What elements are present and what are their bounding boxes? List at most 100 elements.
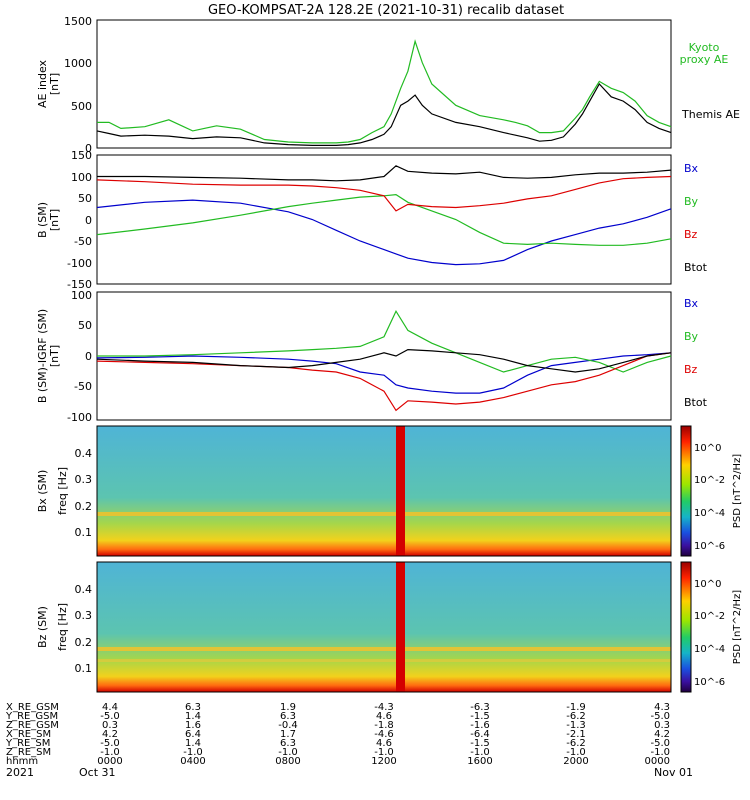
spec-bz-cbar-tick: 10^-2 [694,611,725,622]
spec-bz-tick-label: 0.1 [75,662,93,675]
bdiff-tick-label: 0 [85,350,92,363]
ephem-cell: -1.0 [278,747,298,758]
spec-bz-cbar-tick: 10^-6 [694,677,725,688]
bsm-tick-label: 100 [71,171,92,184]
ephem-year: 2021 [6,766,34,779]
ephem-cell: 1200 [371,756,396,767]
ae-y-axis: 0 500 1000 1500 [64,15,92,155]
ephem-cell: -1.0 [470,747,490,758]
bdiff-tick-label: 50 [78,319,92,332]
bsm-series-bx [96,199,672,266]
spec-bx-cbar-tick: 10^-4 [694,508,725,519]
spec-bx-burst [396,426,405,556]
bdiff-tick-label: -50 [74,380,92,393]
bsm-legend-btot: Btot [684,261,708,274]
ephem-cell: -6.2 [566,711,586,722]
spec-bx-tick-label: 0.1 [75,526,93,539]
bsm-panel: -150 -100 -50 0 50 100 150 B (SM) [nT] B… [36,149,708,291]
spec-bz-band [97,659,671,662]
bdiff-unit: [nT] [48,345,61,367]
ephem-cell: 0400 [180,756,205,767]
ephem-row-label: Z_RE_SM [6,747,51,758]
spec-bz-cbar-label: PSD [nT^2/Hz] [732,590,743,664]
spec-bx-ylabel: Bx (SM) [36,470,49,513]
spec-bz-y-axis: 0.1 0.2 0.3 0.4 [75,583,93,675]
ae-plot-frame [96,19,672,149]
ephem-cell: -2.1 [566,729,586,740]
spec-bz-tick-label: 0.3 [75,609,93,622]
spec-bx-cbar-tick: 10^-6 [694,541,725,552]
ephem-cell: 6.3 [280,711,296,722]
ephem-cell: 1.4 [185,711,201,722]
spec-bz-colorbar [680,561,692,693]
bsm-legend-by: By [684,195,699,208]
ephem-cell: -4.3 [374,702,394,713]
bsm-tick-label: 50 [78,192,92,205]
ephem-cell: 1.6 [185,720,201,731]
ephem-cell: 0000 [645,756,670,767]
ephem-cell: 4.4 [102,702,118,713]
spec-bx-cbar-tick: 10^0 [694,443,721,454]
ephem-cell: 1.9 [280,702,296,713]
ephem-cell: -1.6 [470,720,490,731]
spec-bx-band [97,512,671,516]
ephem-cell: -5.0 [650,711,670,722]
spec-bz-plot-frame [96,561,672,693]
spec-bx-y-axis: 0.1 0.2 0.3 0.4 [75,447,93,539]
ephem-cell: 6.3 [185,702,201,713]
bdiff-legend-bz: Bz [684,363,698,376]
ephem-cell: -6.2 [566,738,586,749]
ephem-cell: -1.8 [374,720,394,731]
spec-bz-cbar-tick: 10^-4 [694,644,725,655]
bdiff-panel: -100 -50 0 50 100 B (SM)-IGRF (SM) [nT] … [36,289,708,424]
spec-bz-tick-label: 0.4 [75,583,93,596]
bdiff-legend-by: By [684,330,699,343]
ae-tick-label: 0 [85,142,92,155]
bdiff-tick-label: 100 [71,289,92,302]
spec-bx-ylabel2: freq [Hz] [56,467,69,515]
ae-series [96,39,672,146]
ephem-cell: 1.7 [280,729,296,740]
spec-bz-cbar-tick: 10^0 [694,579,721,590]
ephem-row-label: Z_RE_GSM [6,720,59,731]
bsm-series-by [96,193,672,246]
bsm-y-axis: -150 -100 -50 0 50 100 150 [67,149,92,291]
ephemeris-table: 2021 Oct 31 Nov 01 X_RE_GSM 4.4 6.3 1.9 -4.3… [5,702,693,779]
ae-panel: 0 500 1000 1500 AE index [nT] Kyoto prox… [36,15,740,155]
ae-series-kyoto-proxy-ae [97,39,672,144]
ae-series-themis-ae [96,82,672,146]
bsm-series [96,165,672,266]
ephem-cell: 0.3 [654,720,670,731]
ae-tick-label: 1500 [64,15,92,28]
bdiff-series-by [97,309,672,373]
ephem-cell: 4.3 [654,702,670,713]
bdiff-series-btot [96,348,672,373]
ephem-row-label: X_RE_GSM [6,702,59,713]
ephem-cell: 4.6 [376,738,392,749]
bsm-series-bz [96,175,672,212]
ephem-date-start: Oct 31 [79,766,116,779]
ephem-cell: 4.6 [376,711,392,722]
ephem-cell: -0.4 [278,720,298,731]
spec-bx-tick-label: 0.3 [75,473,93,486]
ephem-cell: -1.0 [650,747,670,758]
spec-bx-plot-frame [96,425,672,557]
ephem-cell: 6.3 [280,738,296,749]
ephem-row-label: Y_RE_SM [5,738,50,749]
ephem-cell: -6.3 [470,702,490,713]
ephem-cell: -1.5 [470,738,490,749]
ephem-row-label: hhmm [6,756,38,767]
spec-bz-panel: 0.1 0.2 0.3 0.4 Bz (SM) freq [Hz] 10^0 1… [36,561,743,693]
spec-bz-ylabel: Bz (SM) [36,606,49,648]
ae-legend-themis: Themis AE [681,108,740,121]
ae-unit: [nT] [48,73,61,95]
spec-bz-band [97,647,671,651]
ephem-cell: -1.5 [470,711,490,722]
ephem-cell: 1.4 [185,738,201,749]
bsm-legend-bx: Bx [684,162,699,175]
bdiff-series [96,309,672,412]
bsm-plot-frame [96,154,672,285]
bsm-series-btot [97,165,672,182]
ephem-cell: 1600 [467,756,492,767]
spec-bz-tick-label: 0.2 [75,636,93,649]
